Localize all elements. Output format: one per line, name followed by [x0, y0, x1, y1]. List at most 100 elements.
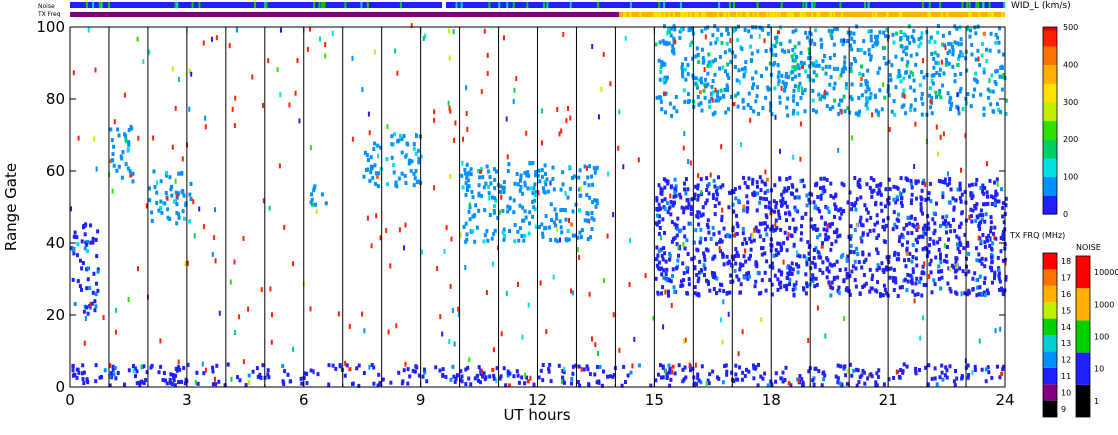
echo-cell: [797, 41, 801, 46]
echo-cell: [521, 191, 525, 196]
echo-cell: [664, 178, 668, 183]
echo-cell: [732, 102, 736, 107]
echo-cell: [815, 181, 819, 186]
echo-cell: [832, 230, 836, 235]
echo-cell: [769, 104, 773, 108]
echo-cell: [660, 191, 664, 196]
echo-cell: [864, 103, 868, 107]
echo-cell: [941, 191, 945, 196]
echo-cell: [215, 35, 218, 41]
echo-cell: [969, 191, 973, 196]
txfreq-bar-tick: [969, 12, 972, 17]
echo-cell: [877, 368, 881, 373]
echo-cell: [1000, 187, 1003, 192]
txfreq-bar-tick: [987, 12, 990, 17]
echo-cell: [683, 181, 686, 186]
noise-bar-tick: [264, 2, 267, 8]
width-colorbar-swatch: [1043, 126, 1057, 131]
echo-cell: [477, 208, 481, 213]
echo-cell: [973, 367, 977, 372]
echo-cell: [455, 373, 459, 378]
echo-cell: [682, 241, 685, 247]
echo-cell: [943, 177, 947, 182]
echo-cell: [801, 382, 805, 387]
echo-cell: [952, 218, 955, 222]
echo-cell: [922, 178, 926, 183]
echo-cell: [758, 33, 761, 39]
noise-bar-tick: [455, 2, 458, 8]
echo-cell: [813, 262, 817, 267]
echo-cell: [878, 30, 882, 35]
echo-cell: [858, 109, 861, 114]
echo-cell: [654, 221, 658, 226]
echo-cell: [967, 251, 971, 256]
echo-cell: [424, 33, 427, 39]
echo-cell: [300, 381, 304, 386]
echo-cell: [580, 228, 584, 233]
echo-cell: [525, 173, 529, 178]
echo-cell: [835, 229, 839, 234]
echo-cell: [791, 29, 795, 34]
echo-cell: [723, 87, 727, 92]
echo-cell: [549, 379, 553, 384]
echo-cell: [829, 181, 833, 186]
echo-cell: [986, 161, 988, 167]
txfreq-colorbar-tick: 11: [1061, 372, 1071, 381]
echo-cell: [811, 279, 815, 284]
echo-cell: [659, 95, 663, 100]
echo-cell: [468, 357, 471, 363]
echo-cell: [892, 376, 896, 380]
echo-cell: [935, 94, 938, 99]
echo-cell: [946, 281, 950, 286]
echo-cell: [673, 190, 677, 195]
echo-cell: [799, 237, 803, 242]
echo-cell: [736, 91, 740, 96]
echo-cell: [448, 55, 451, 61]
echo-cell: [824, 237, 827, 242]
echo-cell: [168, 377, 172, 382]
echo-cell: [506, 209, 510, 214]
echo-cell: [870, 286, 874, 291]
echo-cell: [683, 187, 687, 192]
echo-cell: [856, 222, 859, 228]
echo-cell: [677, 244, 681, 249]
echo-cell: [400, 150, 404, 155]
echo-cell: [91, 290, 95, 295]
echo-cell: [696, 186, 700, 191]
echo-cell: [874, 108, 878, 113]
echo-cell: [708, 99, 712, 104]
echo-cell: [665, 371, 669, 376]
noise-bar-tick: [939, 2, 942, 8]
echo-cell: [949, 107, 952, 111]
echo-cell: [481, 175, 485, 180]
echo-cell: [667, 363, 671, 368]
echo-cell: [868, 229, 872, 233]
echo-cell: [839, 207, 843, 212]
echo-cell: [543, 163, 547, 168]
echo-cell: [826, 206, 830, 211]
width-colorbar-swatch: [1043, 80, 1057, 84]
noise-colorbar-swatch: [1076, 384, 1090, 417]
noise-bar-tick: [966, 2, 969, 8]
echo-cell: [855, 246, 859, 251]
echo-cell: [674, 193, 678, 198]
echo-cell: [739, 263, 743, 268]
echo-cell: [943, 243, 946, 249]
echo-cell: [912, 37, 916, 42]
echo-cell: [910, 185, 914, 190]
echo-cell: [89, 223, 92, 228]
echo-cell: [85, 305, 89, 310]
echo-cell: [830, 29, 834, 34]
echo-cell: [823, 54, 827, 58]
echo-cell: [958, 187, 962, 192]
echo-cell: [905, 45, 909, 50]
echo-cell: [752, 190, 756, 195]
echo-cell: [984, 202, 988, 207]
width-colorbar-swatch: [1043, 173, 1057, 178]
echo-cell: [846, 30, 850, 35]
echo-cell: [659, 363, 662, 368]
echo-cell: [479, 169, 483, 174]
echo-cell: [933, 221, 937, 226]
noise-bar-tick: [921, 2, 924, 8]
echo-cell: [697, 60, 701, 65]
